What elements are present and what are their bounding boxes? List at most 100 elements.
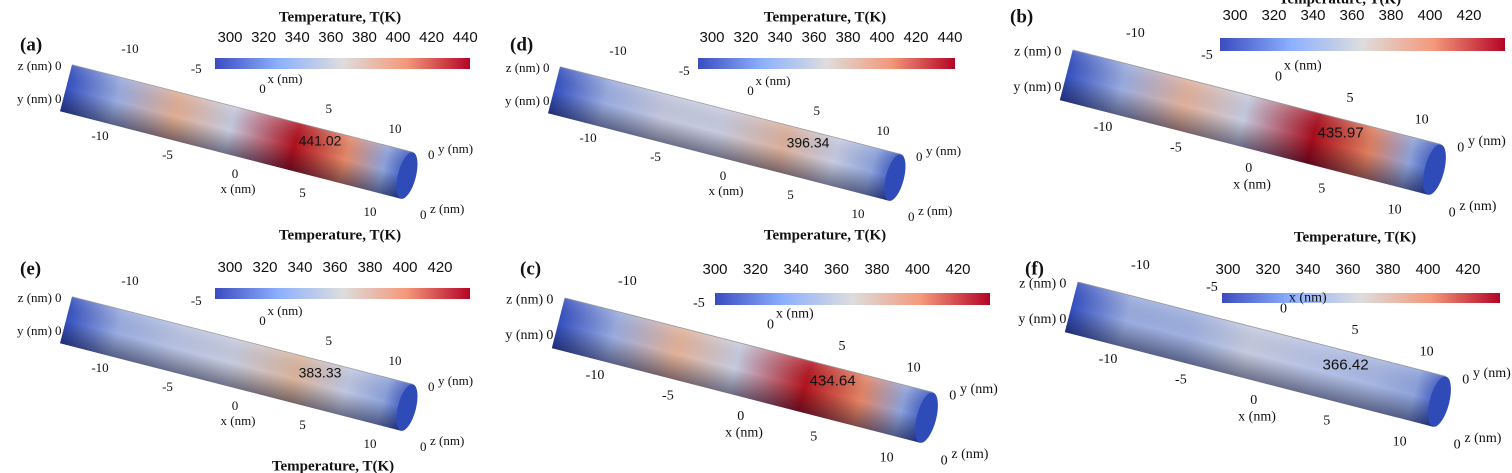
left-axis-label: z (nm) <box>506 60 540 75</box>
x-tick-top: -5 <box>1201 47 1213 63</box>
x-tick-bottom: 5 <box>787 187 794 202</box>
right-axis-tick: 0 <box>420 207 427 222</box>
right-axis-label: z (nm) <box>430 433 464 448</box>
colorbar-tick: 420 <box>903 29 928 46</box>
x-tick-top: -5 <box>1206 279 1218 295</box>
rod-edge <box>564 297 934 393</box>
x-tick-top: 10 <box>389 121 402 136</box>
colorbar-tick: 300 <box>1215 261 1240 278</box>
max-temperature: 366.42 <box>1322 356 1368 373</box>
x-tick-bottom: 10 <box>364 204 377 219</box>
x-tick-top: -10 <box>618 273 637 289</box>
left-axis-label: z (nm) <box>18 290 52 305</box>
colorbar-tick: 360 <box>801 29 826 46</box>
x-tick-bottom: 0 <box>737 408 744 424</box>
colorbar-tick: 380 <box>1378 7 1403 24</box>
colorbar-tick: 420 <box>419 29 444 46</box>
right-axis-tick: 0 <box>1462 372 1469 388</box>
x-tick-top: -5 <box>679 63 690 78</box>
x-tick-bottom: 0 <box>1250 392 1257 408</box>
left-axis-tick: 0 <box>55 58 62 73</box>
colorbar-tick: 400 <box>869 29 894 46</box>
nanowire <box>60 64 418 199</box>
panel-label: (f) <box>1025 258 1044 279</box>
colorbar <box>1222 293 1500 303</box>
left-axis-tick: 0 <box>55 91 62 106</box>
colorbar-tick: 320 <box>1255 261 1280 278</box>
x-tick-bottom: -10 <box>579 130 596 145</box>
x-label-bottom: x (nm) <box>1238 408 1276 424</box>
colorbar-tick: 300 <box>702 261 727 278</box>
right-axis-tick: 0 <box>1457 140 1464 156</box>
colorbar-title: Temperature, T(K) <box>764 227 886 243</box>
x-label-top: x (nm) <box>776 306 814 322</box>
rod-edge <box>559 66 902 155</box>
right-axis-tick: 0 <box>941 452 948 468</box>
x-tick-top: 0 <box>259 313 266 328</box>
rod-edge <box>71 64 414 153</box>
max-temperature: 441.02 <box>299 133 342 149</box>
x-tick-bottom: -10 <box>91 128 108 143</box>
max-temperature: 383.33 <box>299 365 342 381</box>
x-tick-top: 0 <box>747 83 754 98</box>
left-axis-tick: 0 <box>55 323 62 338</box>
x-tick-top: 5 <box>814 103 821 118</box>
rod-shade <box>1059 49 1441 195</box>
right-axis-label: y (nm) <box>926 143 961 158</box>
colorbar-tick: 300 <box>699 29 724 46</box>
colorbar-tick: 340 <box>767 29 792 46</box>
right-axis-tick: 0 <box>908 209 915 224</box>
x-tick-top: -10 <box>1131 257 1150 273</box>
left-axis-label: y (nm) <box>17 323 52 338</box>
nanowire <box>60 296 418 431</box>
x-label-bottom: x (nm) <box>708 183 743 198</box>
panel-label: (a) <box>20 34 42 55</box>
x-tick-bottom: -5 <box>162 379 173 394</box>
extra-title: Temperature, T(K) <box>272 458 394 473</box>
colorbar-tick: 320 <box>251 29 276 46</box>
right-axis-label: y (nm) <box>438 373 473 388</box>
right-axis-tick: 0 <box>428 379 435 394</box>
right-axis-label: z (nm) <box>1464 430 1501 446</box>
max-temperature: 396.34 <box>787 135 830 151</box>
right-axis-label: z (nm) <box>918 203 952 218</box>
x-tick-top: -5 <box>191 293 202 308</box>
rod-cap <box>396 384 418 431</box>
left-axis-label: y (nm) <box>505 93 540 108</box>
colorbar-tick: 380 <box>357 259 382 276</box>
x-tick-bottom: -5 <box>1170 140 1182 156</box>
x-tick-bottom: -5 <box>1175 372 1187 388</box>
left-axis-tick: 0 <box>543 60 550 75</box>
right-axis-tick: 0 <box>949 388 956 404</box>
colorbar-tick: 340 <box>783 261 808 278</box>
x-tick-bottom: 10 <box>852 206 865 221</box>
left-axis-label: y (nm) <box>505 327 543 343</box>
colorbar-tick: 340 <box>1300 7 1325 24</box>
colorbar-tick: 360 <box>824 261 849 278</box>
right-axis-tick: 0 <box>916 149 923 164</box>
left-axis-label: z (nm) <box>18 58 52 73</box>
x-tick-bottom: -10 <box>91 360 108 375</box>
x-tick-top: 10 <box>1415 112 1429 128</box>
x-tick-top: -10 <box>609 43 626 58</box>
x-tick-bottom: 5 <box>810 429 817 445</box>
x-tick-bottom: -10 <box>1094 119 1113 135</box>
left-axis-label: y (nm) <box>17 91 52 106</box>
left-axis-tick: 0 <box>1059 276 1066 292</box>
colorbar-title: Temperature, T(K) <box>1279 0 1401 7</box>
x-tick-bottom: 0 <box>232 398 239 413</box>
colorbar-tick: 400 <box>905 261 930 278</box>
x-tick-top: 5 <box>1347 90 1354 106</box>
x-tick-top: 0 <box>259 81 266 96</box>
left-axis-label: y (nm) <box>1018 311 1056 327</box>
colorbar-tick: 340 <box>285 29 310 46</box>
colorbar-title: Temperature, T(K) <box>279 9 401 25</box>
x-tick-bottom: 5 <box>1323 413 1330 429</box>
colorbar-tick: 400 <box>385 29 410 46</box>
rod-cap <box>1428 376 1451 427</box>
colorbar <box>215 288 470 299</box>
